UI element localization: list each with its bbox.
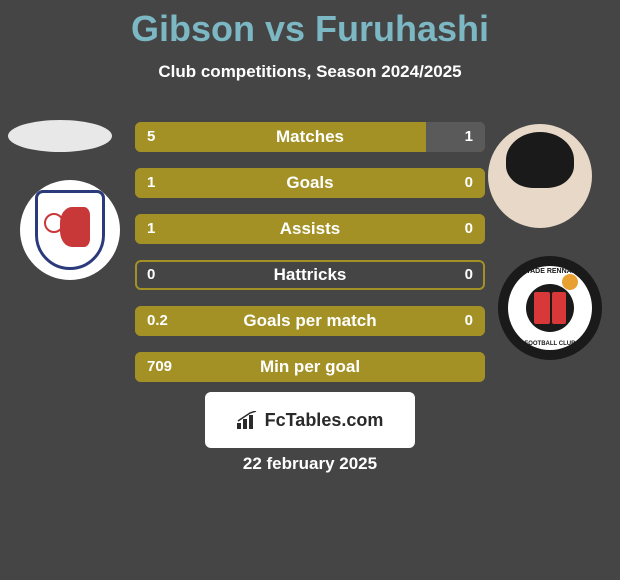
footer-brand-box: FcTables.com: [205, 392, 415, 448]
stat-label: Hattricks: [135, 260, 485, 290]
stat-label: Min per goal: [135, 352, 485, 382]
stat-right-value: 0: [465, 260, 473, 290]
chart-icon: [237, 411, 259, 429]
stats-container: 5 Matches 1 1 Goals 0 1 Assists 0 0 Hatt…: [135, 122, 485, 398]
club-left-logo-icon: [35, 190, 105, 270]
stat-row: 0.2 Goals per match 0: [135, 306, 485, 336]
stat-row: 0 Hattricks 0: [135, 260, 485, 290]
stat-right-value: 0: [465, 306, 473, 336]
comparison-title: Gibson vs Furuhashi: [0, 0, 620, 50]
stat-label: Matches: [135, 122, 485, 152]
stat-row: 1 Goals 0: [135, 168, 485, 198]
stat-right-value: 0: [465, 168, 473, 198]
club-right-text-bottom: FOOTBALL CLUB: [508, 341, 592, 347]
stat-row: 5 Matches 1: [135, 122, 485, 152]
club-right-logo-icon: STADE RENNAIS FOOTBALL CLUB: [508, 266, 592, 350]
stat-label: Assists: [135, 214, 485, 244]
stat-right-value: 0: [465, 214, 473, 244]
club-left-badge: [20, 180, 120, 280]
stat-label: Goals: [135, 168, 485, 198]
stat-row: 709 Min per goal: [135, 352, 485, 382]
stat-row: 1 Assists 0: [135, 214, 485, 244]
date-text: 22 february 2025: [0, 454, 620, 474]
brand-text: FcTables.com: [265, 410, 384, 431]
stat-label: Goals per match: [135, 306, 485, 336]
player-left-avatar: [8, 120, 112, 152]
club-right-badge: STADE RENNAIS FOOTBALL CLUB: [498, 256, 602, 360]
club-right-text-top: STADE RENNAIS: [508, 268, 592, 275]
stat-right-value: 1: [465, 122, 473, 152]
player-right-avatar: [488, 124, 592, 228]
brand-logo: FcTables.com: [237, 410, 384, 431]
comparison-subtitle: Club competitions, Season 2024/2025: [0, 62, 620, 82]
